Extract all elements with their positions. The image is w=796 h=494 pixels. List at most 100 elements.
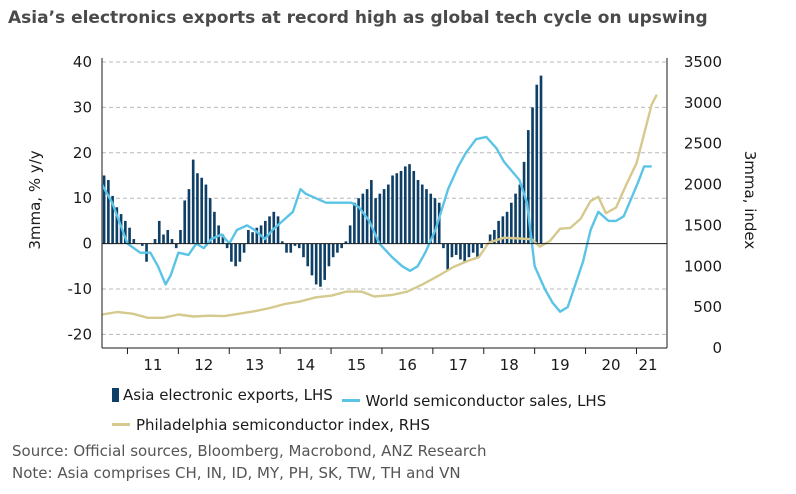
semiconductor-sales-line	[100, 135, 652, 313]
export-bar	[263, 220, 267, 244]
export-bar	[467, 243, 471, 258]
export-bar	[102, 175, 106, 244]
y-right-tick-label: 1500	[684, 216, 722, 234]
export-bar	[314, 243, 318, 285]
source-note: Source: Official sources, Bloomberg, Mac…	[12, 442, 487, 460]
x-tick-label: 16	[398, 356, 417, 374]
y-left-tick-label: 20	[73, 144, 92, 162]
export-bar	[378, 193, 382, 244]
export-bar	[357, 198, 360, 244]
export-bar	[327, 243, 331, 267]
legend-label-semis: World semiconductor sales, LHS	[365, 391, 607, 410]
x-tick-label: 18	[500, 356, 519, 374]
x-tick-label: 14	[296, 356, 315, 374]
legend-label-exports: Asia electronic exports, LHS	[123, 386, 333, 404]
export-bar	[429, 193, 433, 244]
export-bar	[382, 189, 386, 244]
export-bar	[514, 193, 517, 244]
export-bar	[420, 184, 424, 244]
export-bar	[128, 227, 131, 244]
export-bar	[187, 189, 191, 244]
export-bar	[425, 189, 428, 244]
axes: -20 -10 0 10 20 30 40 0 500 1000 1500 2000 2500 3000 3…	[68, 53, 723, 374]
export-bar	[242, 243, 246, 253]
chart-canvas: -20 -10 0 10 20 30 40 0 500 1000 1500 2000 2500 3000 3…	[26, 53, 759, 374]
export-bar	[174, 243, 178, 249]
export-bar	[140, 243, 144, 246]
legend-swatch-semis	[341, 399, 360, 402]
x-tick-label: 12	[194, 356, 213, 374]
sox-index-line	[101, 94, 658, 319]
export-bar	[234, 243, 237, 267]
export-bar	[166, 229, 170, 244]
export-bar	[179, 229, 182, 244]
export-bar	[403, 166, 407, 244]
y-left-tick-label: 40	[73, 53, 92, 71]
x-tick-label: 15	[347, 356, 366, 374]
y-left-tick-label: 10	[73, 189, 92, 207]
y-right-tick-label: 0	[712, 339, 722, 357]
export-bar	[124, 220, 127, 244]
export-bar	[493, 229, 496, 244]
export-bar	[497, 220, 500, 244]
export-bar	[225, 243, 229, 249]
legend-item-sox: Philadelphia semiconductor index, RHS	[112, 416, 430, 434]
export-bar	[344, 241, 348, 244]
export-bar	[387, 184, 390, 244]
export-bar	[157, 220, 161, 244]
export-bar	[107, 180, 110, 244]
x-tick-label: 21	[638, 356, 657, 374]
chart-title: Asia’s electronics exports at record hig…	[8, 8, 708, 28]
export-bar	[221, 234, 225, 244]
export-bar	[374, 198, 377, 244]
y-right-tick-label: 2500	[684, 135, 722, 153]
legend-row-2: Philadelphia semiconductor index, RHS	[112, 412, 434, 434]
export-bar	[247, 229, 250, 244]
export-bar	[442, 243, 445, 249]
export-bar	[183, 200, 187, 244]
legend-swatch-exports	[112, 388, 119, 402]
export-bar	[331, 243, 335, 258]
export-bar	[340, 243, 343, 249]
export-bar	[306, 243, 310, 267]
export-bar	[280, 241, 284, 244]
x-tick-label: 17	[449, 356, 468, 374]
y-left-tick-label: 0	[82, 235, 92, 253]
footnote: Note: Asia comprises CH, IN, ID, MY, PH,…	[12, 464, 461, 482]
export-bar	[293, 243, 297, 246]
export-bar	[370, 180, 373, 244]
x-tick-label: 19	[551, 356, 570, 374]
export-bar	[476, 243, 479, 258]
export-bar	[437, 202, 441, 244]
y-axis-left-label: 3mma, % y/y	[26, 150, 44, 249]
y-left-tick-label: -10	[68, 280, 93, 298]
export-bar	[230, 243, 233, 262]
legend: Asia electronic exports, LHS World semic…	[112, 386, 610, 410]
export-bar	[297, 243, 301, 249]
export-bar	[408, 164, 411, 244]
export-bar	[446, 243, 450, 271]
export-bar	[336, 243, 339, 253]
series-lines	[100, 94, 658, 319]
export-bar	[471, 243, 475, 253]
export-bar	[208, 198, 212, 244]
export-bar	[526, 130, 530, 244]
export-bar	[395, 173, 399, 244]
export-bar	[251, 232, 254, 244]
export-bar	[459, 243, 462, 260]
export-bar	[132, 239, 136, 244]
export-bar	[285, 243, 288, 253]
x-tick-label: 11	[143, 356, 162, 374]
export-bar	[433, 198, 437, 244]
export-bar	[412, 170, 416, 244]
export-bar	[391, 175, 394, 244]
export-bar	[255, 227, 259, 244]
export-bar	[353, 202, 356, 244]
export-bar	[323, 243, 327, 280]
legend-swatch-sox	[112, 423, 130, 426]
y-right-tick-label: 2000	[684, 176, 722, 194]
export-bar	[170, 239, 174, 244]
export-bar	[204, 184, 208, 244]
export-bar	[319, 243, 322, 287]
export-bar	[501, 216, 505, 244]
